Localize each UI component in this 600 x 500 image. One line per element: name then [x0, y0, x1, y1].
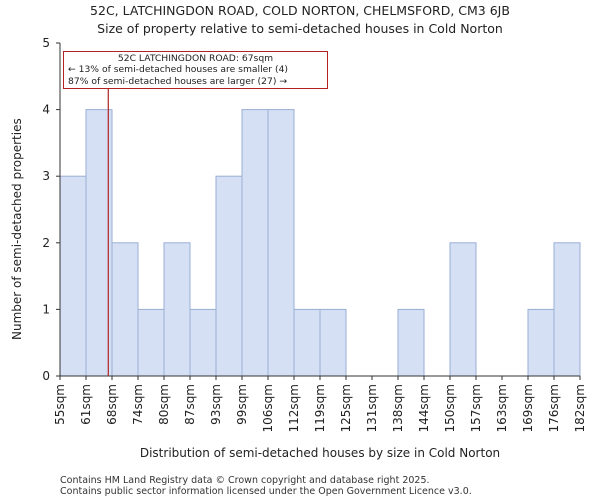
x-tick-label: 112sqm [287, 384, 301, 432]
histogram-bar [189, 308, 217, 377]
y-tick-label: 3 [42, 169, 50, 183]
annotation-line-1: 52C LATCHINGDON ROAD: 67sqm [117, 53, 274, 64]
x-tick-label: 80sqm [157, 384, 171, 425]
annotation-line-2: ← 13% of semi-detached houses are smalle… [68, 64, 289, 76]
y-tick-label: 4 [42, 103, 50, 117]
footer-copyright: Contains HM Land Registry data © Crown c… [60, 475, 430, 486]
y-axis-label: Number of semi-detached properties [10, 118, 24, 340]
x-tick-label: 138sqm [391, 384, 405, 432]
x-tick-label: 169sqm [521, 384, 535, 432]
x-tick-label: 61sqm [79, 384, 93, 425]
x-axis-label: Distribution of semi-detached houses by … [139, 446, 501, 460]
x-tick-label: 74sqm [131, 384, 145, 425]
histogram-bar [163, 242, 191, 377]
histogram-bar [111, 242, 139, 377]
chart-title: 52C, LATCHINGDON ROAD, COLD NORTON, CHEL… [90, 3, 510, 18]
x-tick-label: 144sqm [417, 384, 431, 432]
histogram-bar [527, 308, 555, 377]
histogram-bar [449, 242, 477, 377]
histogram-bar [267, 109, 295, 377]
x-tick-label: 131sqm [365, 384, 379, 432]
y-tick-label: 5 [42, 36, 50, 50]
x-tick-label: 125sqm [339, 384, 353, 432]
chart-subtitle: Size of property relative to semi-detach… [97, 21, 503, 36]
histogram-bar [293, 308, 321, 377]
histogram-bar [241, 109, 269, 377]
y-tick-label: 2 [42, 236, 50, 250]
x-tick-label: 68sqm [105, 384, 119, 425]
footer-licence: Contains public sector information licen… [60, 486, 472, 497]
x-tick-label: 163sqm [495, 384, 509, 432]
histogram-bar [59, 175, 87, 377]
x-tick-label: 106sqm [261, 384, 275, 432]
x-tick-label: 87sqm [183, 384, 197, 425]
histogram-bar [553, 242, 581, 377]
x-tick-label: 99sqm [235, 384, 249, 425]
y-tick-label: 0 [42, 369, 50, 383]
x-tick-label: 93sqm [209, 384, 223, 425]
histogram-bar [137, 308, 165, 377]
histogram-bar [397, 308, 425, 377]
x-tick-label: 119sqm [313, 384, 327, 432]
x-tick-label: 55sqm [53, 384, 67, 425]
y-tick-label: 1 [42, 302, 50, 316]
property-annotation-box: 52C LATCHINGDON ROAD: 67sqm ← 13% of sem… [63, 51, 328, 89]
x-tick-label: 157sqm [469, 384, 483, 432]
annotation-line-3: 87% of semi-detached houses are larger (… [68, 75, 288, 87]
x-tick-label: 150sqm [443, 384, 457, 432]
histogram-bar [215, 175, 243, 377]
histogram-bar [319, 308, 347, 377]
x-tick-label: 176sqm [547, 384, 561, 432]
x-tick-label: 182sqm [573, 384, 587, 432]
